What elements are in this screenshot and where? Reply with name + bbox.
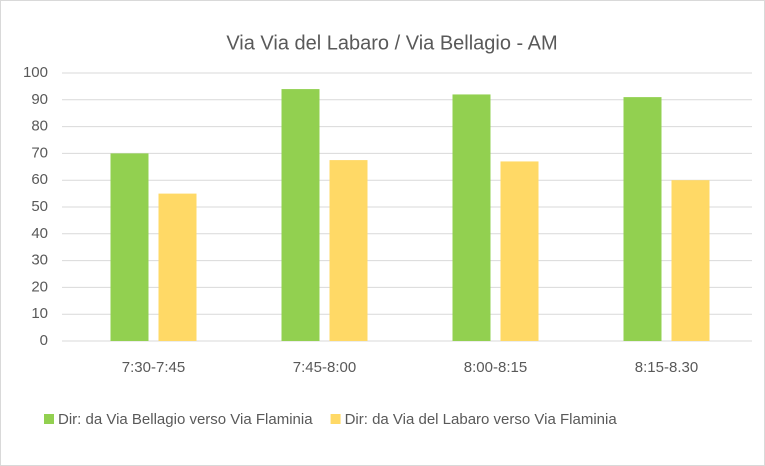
x-tick-label: 8:00-8:15	[464, 359, 527, 376]
y-tick-label: 30	[31, 252, 48, 269]
bar	[329, 160, 368, 341]
x-tick-label: 8:15-8.30	[635, 359, 698, 376]
bar	[158, 193, 197, 341]
bar	[500, 161, 539, 341]
bar	[281, 89, 320, 341]
chart-title: Via Via del Labaro / Via Bellagio - AM	[226, 32, 557, 54]
legend-label: Dir: da Via del Labaro verso Via Flamini…	[345, 411, 618, 428]
y-tick-label: 70	[31, 144, 48, 161]
bar	[452, 94, 491, 341]
y-tick-label: 10	[31, 305, 48, 322]
y-tick-label: 50	[31, 198, 48, 215]
y-tick-label: 90	[31, 91, 48, 108]
y-tick-label: 60	[31, 171, 48, 188]
legend-swatch	[44, 414, 54, 424]
y-tick-label: 80	[31, 118, 48, 135]
y-tick-label: 100	[23, 64, 48, 81]
bar	[623, 97, 662, 342]
y-tick-label: 0	[40, 332, 48, 349]
y-tick-label: 40	[31, 225, 48, 242]
bar	[110, 153, 149, 341]
legend-swatch	[330, 414, 341, 424]
legend-label: Dir: da Via Bellagio verso Via Flaminia	[58, 411, 313, 428]
x-tick-label: 7:45-8:00	[293, 359, 356, 376]
x-tick-label: 7:30-7:45	[122, 359, 185, 376]
bar	[671, 180, 710, 341]
y-tick-label: 20	[31, 278, 48, 295]
